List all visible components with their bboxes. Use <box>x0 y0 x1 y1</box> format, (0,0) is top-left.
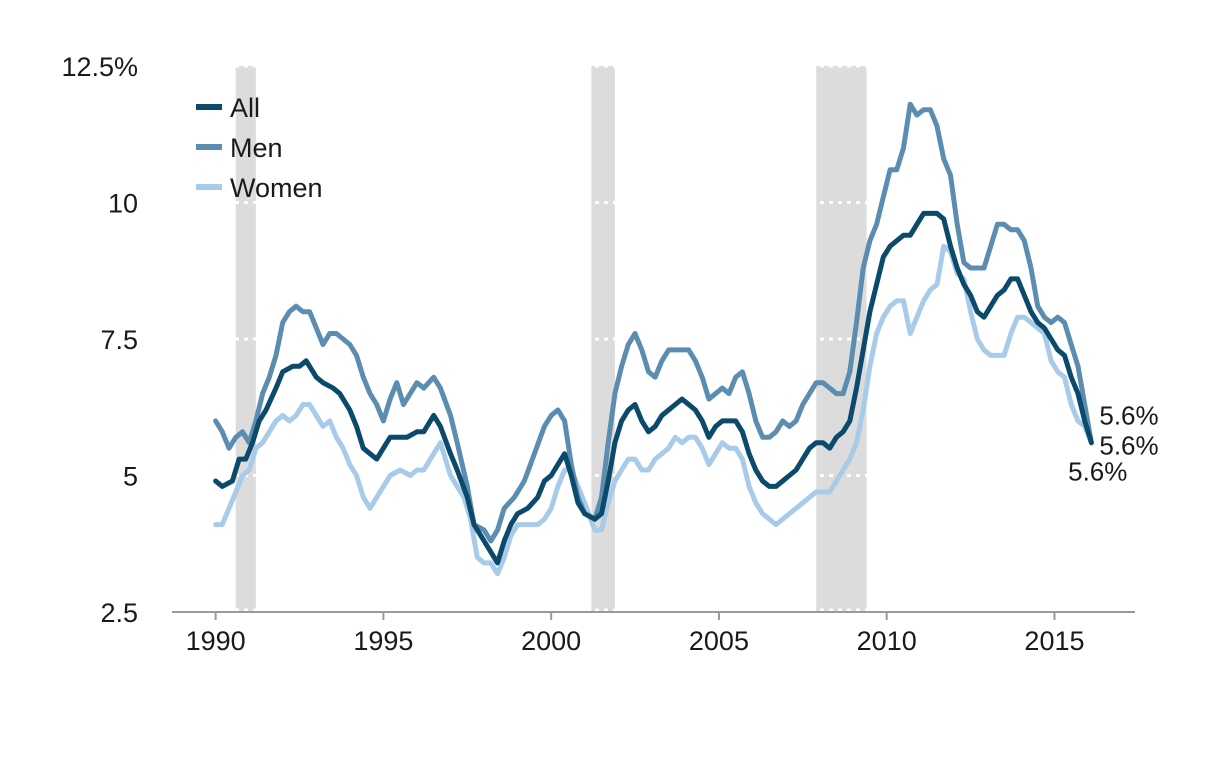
legend: All Men Women <box>196 93 323 203</box>
x-tick-label: 1990 <box>186 626 246 656</box>
gridlines <box>172 64 1135 612</box>
legend-label-all: All <box>230 93 260 123</box>
x-tick-label: 2010 <box>857 626 917 656</box>
end-value-labels: 5.6%5.6%5.6% <box>1068 401 1159 487</box>
series-lines <box>213 101 1094 577</box>
y-tick-label: 7.5 <box>100 325 138 355</box>
series-line-all <box>213 210 1094 566</box>
end-label-women: 5.6% <box>1068 457 1127 487</box>
end-label-all: 5.6% <box>1099 431 1158 461</box>
x-tick-label: 2005 <box>689 626 749 656</box>
x-tick-label: 2000 <box>521 626 581 656</box>
y-tick-label: 10 <box>108 189 138 219</box>
legend-label-men: Men <box>230 133 283 163</box>
x-tick-label: 1995 <box>353 626 413 656</box>
y-tick-label: 12.5% <box>61 52 138 82</box>
y-tick-label: 2.5 <box>100 598 138 628</box>
legend-label-women: Women <box>230 173 323 203</box>
series-line-men <box>213 101 1094 544</box>
x-tick-label: 2015 <box>1024 626 1084 656</box>
y-tick-label: 5 <box>123 462 138 492</box>
y-axis-tick-labels: 2.5 5 7.5 10 12.5% <box>61 52 138 628</box>
end-label-men: 5.6% <box>1099 401 1158 431</box>
x-axis-tick-labels: 1990 1995 2000 2005 2010 2015 <box>186 612 1085 656</box>
